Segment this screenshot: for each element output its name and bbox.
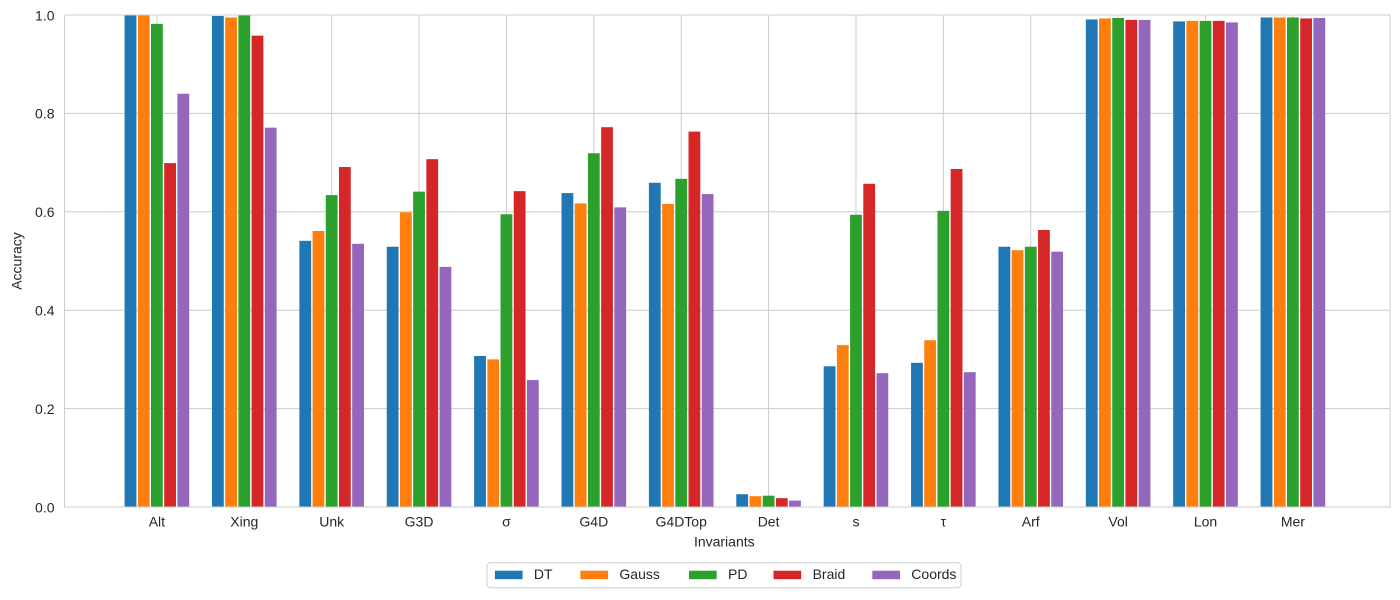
svg-text:0.2: 0.2 <box>35 401 55 417</box>
svg-text:Vol: Vol <box>1108 513 1127 529</box>
svg-text:Unk: Unk <box>319 513 345 529</box>
svg-text:Accuracy: Accuracy <box>9 232 25 290</box>
svg-text:G4DTop: G4DTop <box>656 513 708 529</box>
svg-text:Det: Det <box>758 513 780 529</box>
svg-text:Coords: Coords <box>911 566 956 582</box>
svg-text:Invariants: Invariants <box>694 533 755 549</box>
svg-text:τ: τ <box>941 513 947 529</box>
svg-text:0.8: 0.8 <box>35 106 55 122</box>
svg-text:DT: DT <box>534 566 553 582</box>
svg-text:s: s <box>852 513 859 529</box>
svg-text:Arf: Arf <box>1022 513 1040 529</box>
svg-text:Braid: Braid <box>813 566 846 582</box>
svg-text:PD: PD <box>728 566 747 582</box>
svg-text:G3D: G3D <box>405 513 434 529</box>
svg-text:Gauss: Gauss <box>619 566 659 582</box>
svg-text:σ: σ <box>502 513 511 529</box>
svg-text:0.0: 0.0 <box>35 499 55 515</box>
svg-text:0.6: 0.6 <box>35 204 55 220</box>
svg-text:1.0: 1.0 <box>35 7 55 23</box>
svg-text:Lon: Lon <box>1194 513 1217 529</box>
svg-text:Xing: Xing <box>230 513 258 529</box>
svg-text:G4D: G4D <box>579 513 608 529</box>
svg-text:Mer: Mer <box>1281 513 1305 529</box>
svg-text:0.4: 0.4 <box>35 303 55 319</box>
svg-text:Alt: Alt <box>149 513 165 529</box>
